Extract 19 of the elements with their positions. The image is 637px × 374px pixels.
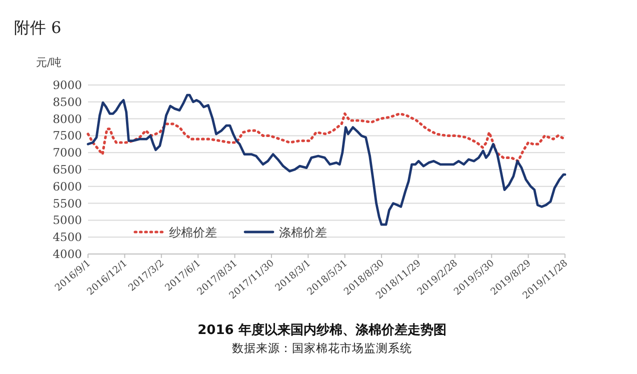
- y-tick-label: 6500: [52, 162, 82, 176]
- y-tick-label: 7500: [52, 128, 82, 143]
- y-axis-title: 元/吨: [36, 56, 62, 69]
- y-tick-label: 4500: [52, 230, 82, 244]
- y-tick-label: 8500: [52, 94, 82, 109]
- source-note: 数据来源：国家棉花市场监测系统: [232, 341, 412, 355]
- legend-label: 涤棉价差: [279, 226, 327, 240]
- y-tick-label: 6000: [52, 179, 82, 194]
- y-tick-label: 5500: [52, 196, 82, 210]
- y-tick-label: 4000: [52, 247, 82, 261]
- line-series: [86, 94, 566, 226]
- y-tick-label: 7000: [52, 146, 82, 160]
- text: 2016 年度以来国内纱棉、涤棉价差走势图: [198, 322, 446, 338]
- y-tick-label: 5000: [52, 213, 82, 228]
- text: 附件 6: [14, 18, 62, 37]
- y-tick-label: 8000: [52, 112, 82, 126]
- legend-label: 纱棉价差: [169, 226, 217, 240]
- line-series: [86, 112, 566, 162]
- y-tick-label: 9000: [52, 78, 82, 92]
